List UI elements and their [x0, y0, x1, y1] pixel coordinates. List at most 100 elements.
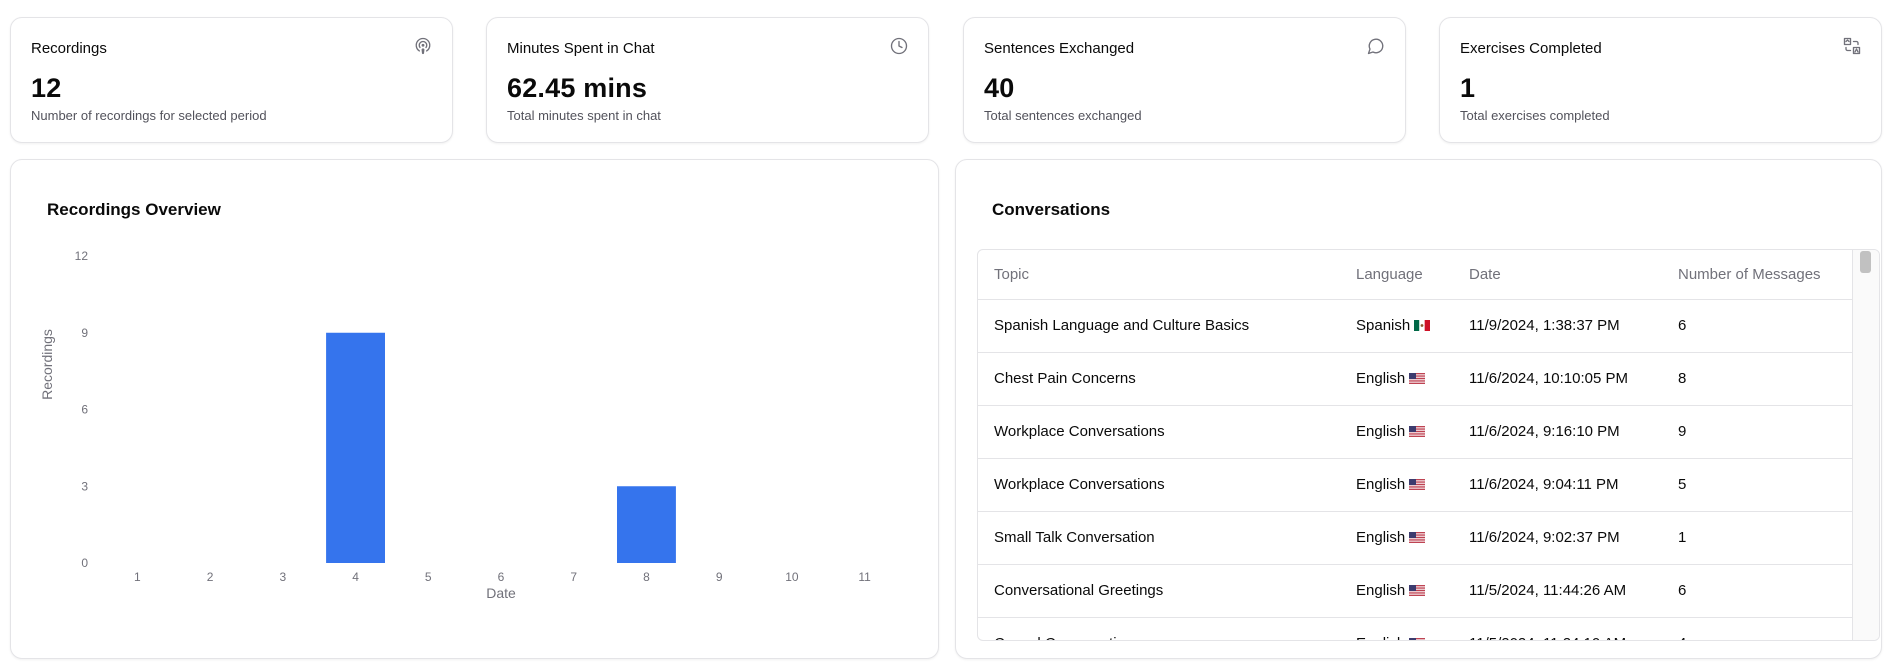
stat-card-recordings: Recordings 12 Number of recordings for s…	[10, 17, 453, 143]
recordings-overview-panel: Recordings Overview 0 3 6 9 12 1 2 3 4 5 6 7 8 9 10 11 D…	[10, 159, 939, 659]
stat-value: 40	[984, 73, 1015, 103]
column-header-topic[interactable]: Topic	[978, 250, 1340, 300]
x-tick-label: 11	[858, 570, 871, 584]
stat-value: 1	[1460, 73, 1476, 103]
x-tick-label: 5	[425, 570, 432, 584]
cell-language: English	[1340, 405, 1453, 459]
table-row[interactable]: Small Talk Conversation English 11/6/2024,…	[978, 511, 1854, 565]
stat-description: Total exercises completed	[1460, 108, 1610, 123]
clock-icon	[890, 37, 908, 55]
cell-topic: Workplace Conversations	[978, 405, 1340, 459]
x-tick-label: 10	[785, 570, 799, 584]
translate-icon	[1843, 37, 1861, 55]
stat-description: Number of recordings for selected period	[31, 108, 267, 123]
cell-date: 11/6/2024, 9:02:37 PM	[1453, 511, 1662, 565]
table-scrollbar[interactable]	[1852, 250, 1879, 640]
y-tick-label: 3	[81, 479, 88, 493]
cell-date-text: 11/6/2024, 10:10:05 PM	[1469, 370, 1629, 387]
stat-description: Total minutes spent in chat	[507, 108, 661, 123]
cell-language: English	[1340, 352, 1453, 406]
stat-title: Recordings	[31, 40, 107, 57]
cell-messages-text: 5	[1678, 476, 1687, 493]
x-tick-label: 8	[643, 570, 650, 584]
conversations-table-container[interactable]: Topic Language Date Number of Messages S…	[977, 249, 1880, 641]
stat-card-exercises: Exercises Completed 1 Total exercises co…	[1439, 17, 1882, 143]
cell-date-text: 11/5/2024, 11:24:10 AM	[1469, 635, 1626, 640]
y-tick-label: 6	[81, 403, 88, 417]
x-tick-label: 6	[498, 570, 505, 584]
column-header-messages[interactable]: Number of Messages	[1662, 250, 1854, 300]
cell-date-text: 11/6/2024, 9:04:11 PM	[1469, 476, 1619, 493]
cell-language-text: English	[1356, 582, 1406, 599]
y-tick-label: 0	[81, 556, 88, 570]
x-tick-label: 1	[134, 570, 141, 584]
stat-value: 12	[31, 73, 62, 103]
cell-topic: Chest Pain Concerns	[978, 352, 1340, 406]
cell-language-text: English	[1356, 423, 1406, 440]
cell-date: 11/6/2024, 9:16:10 PM	[1453, 405, 1662, 459]
cell-messages: 5	[1662, 458, 1854, 512]
cell-language-text: Spanish	[1356, 317, 1411, 334]
cell-date: 11/5/2024, 11:44:26 AM	[1453, 564, 1662, 618]
us-flag-icon	[1409, 585, 1426, 596]
cell-language-text: English	[1356, 476, 1406, 493]
us-flag-icon	[1409, 479, 1426, 490]
cell-messages: 4	[1662, 617, 1854, 640]
cell-topic: Casual Conversation	[978, 617, 1340, 640]
y-tick-label: 9	[81, 326, 88, 340]
stat-title: Exercises Completed	[1460, 40, 1602, 57]
stat-title: Sentences Exchanged	[984, 40, 1135, 57]
cell-language: English	[1340, 511, 1453, 565]
message-circle-icon	[1367, 38, 1384, 55]
table-row[interactable]: Chest Pain Concerns English 11/6/2024, 10:…	[978, 352, 1854, 406]
table-row[interactable]: Conversational Greetings English 11/5/2024…	[978, 564, 1854, 618]
us-flag-icon	[1409, 638, 1426, 640]
cell-messages-text: 6	[1678, 582, 1687, 599]
stat-card-minutes: Minutes Spent in Chat 62.45 mins Total m…	[486, 17, 929, 143]
scrollbar-thumb[interactable]	[1860, 251, 1871, 273]
table-row[interactable]: Workplace Conversations English 11/6/2024,…	[978, 458, 1854, 512]
table-header-row: Topic Language Date Number of Messages	[978, 250, 1854, 300]
stat-card-sentences: Sentences Exchanged 40 Total sentences e…	[963, 17, 1406, 143]
cell-topic: Spanish Language and Culture Basics	[978, 299, 1340, 353]
cell-date-text: 11/6/2024, 9:16:10 PM	[1469, 423, 1620, 440]
stat-value: 62.45 mins	[507, 73, 648, 103]
x-tick-label: 2	[207, 570, 214, 584]
x-axis-label: Date	[486, 585, 516, 601]
cell-messages: 6	[1662, 564, 1854, 618]
cell-messages-text: 9	[1678, 423, 1687, 440]
cell-topic: Small Talk Conversation	[978, 511, 1340, 565]
cell-language-text: English	[1356, 529, 1406, 546]
conversations-panel: Conversations Topic Language Date Number…	[955, 159, 1882, 659]
y-tick-label: 12	[75, 249, 89, 263]
stat-title: Minutes Spent in Chat	[507, 40, 655, 57]
cell-language: English	[1340, 564, 1453, 618]
table-row[interactable]: Spanish Language and Culture Basics Spani…	[978, 299, 1854, 353]
cell-messages-text: 4	[1678, 635, 1686, 640]
cell-topic: Conversational Greetings	[978, 564, 1340, 618]
cell-messages-text: 8	[1678, 370, 1687, 387]
table-row[interactable]: Workplace Conversations English 11/6/2024,…	[978, 405, 1854, 459]
bar-8	[617, 486, 676, 563]
cell-date-text: 11/9/2024, 1:38:37 PM	[1469, 317, 1620, 334]
cell-messages: 6	[1662, 299, 1854, 353]
x-tick-label: 3	[279, 570, 286, 584]
cell-date: 11/9/2024, 1:38:37 PM	[1453, 299, 1662, 353]
x-tick-label: 9	[716, 570, 723, 584]
cell-topic-text: Workplace Conversations	[994, 423, 1165, 440]
mexico-flag-icon	[1414, 320, 1431, 331]
column-header-language[interactable]: Language	[1340, 250, 1453, 300]
cell-language-text: English	[1356, 635, 1405, 640]
cell-topic: Workplace Conversations	[978, 458, 1340, 512]
cell-messages: 1	[1662, 511, 1854, 565]
cell-language-text: English	[1356, 370, 1406, 387]
cell-date: 11/5/2024, 11:24:10 AM	[1453, 617, 1662, 640]
cell-language: Spanish	[1340, 299, 1453, 353]
column-header-date[interactable]: Date	[1453, 250, 1662, 300]
y-axis-label: Recordings	[39, 329, 55, 400]
cell-topic-text: Chest Pain Concerns	[994, 370, 1136, 387]
cell-messages: 9	[1662, 405, 1854, 459]
table-row[interactable]: Casual Conversation English 11/5/2024, 11:…	[978, 617, 1854, 640]
conversations-table: Topic Language Date Number of Messages S…	[978, 250, 1854, 640]
us-flag-icon	[1409, 426, 1426, 437]
